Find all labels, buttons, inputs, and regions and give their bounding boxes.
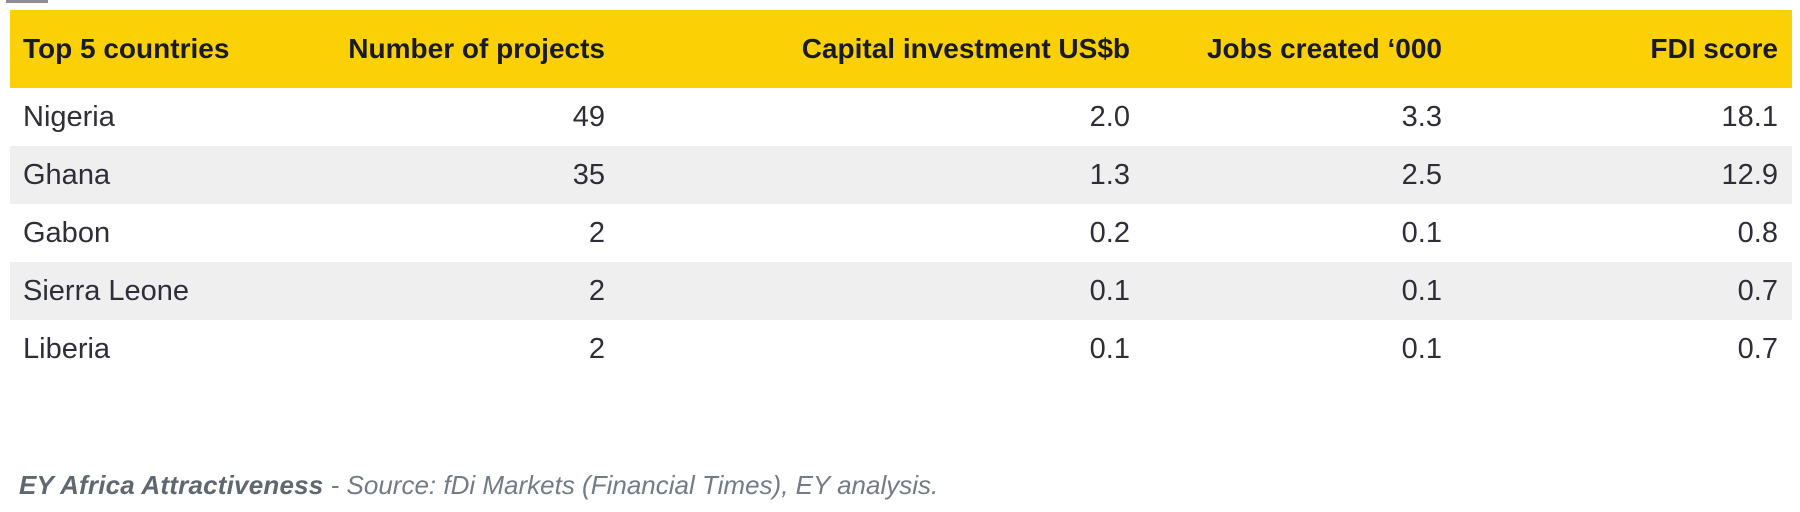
cell-fdi-score: 0.7 [1737,274,1778,307]
cell-fdi-score: 0.8 [1737,216,1778,249]
fdi-top5-countries-table: Top 5 countries Number of projects Capit… [10,10,1792,378]
source-note: EY Africa Attractiveness - Source: fDi M… [19,470,938,501]
cell-jobs-created: 0.1 [1401,216,1442,249]
cell-jobs-created: 0.1 [1401,332,1442,365]
fdi-table-container: Top 5 countries Number of projects Capit… [10,10,1792,378]
cell-number-of-projects: 2 [588,216,605,249]
cell-jobs-created: 0.1 [1401,274,1442,307]
cell-jobs-created: 3.3 [1401,100,1442,133]
cell-number-of-projects: 2 [588,274,605,307]
cell-number-of-projects: 35 [572,158,605,191]
table-row-nigeria: Nigeria 49 2.0 3.3 18.1 [10,88,1792,146]
source-note-text: - Source: fDi Markets (Financial Times),… [323,470,939,500]
cell-country: Sierra Leone [23,274,190,307]
cell-capital-investment: 0.1 [1089,274,1130,307]
source-note-title: EY Africa Attractiveness [19,470,324,500]
cell-capital-investment: 0.2 [1089,216,1130,249]
column-header-fdi-score: FDI score [1450,10,1792,88]
cell-jobs-created: 2.5 [1401,158,1442,191]
cell-number-of-projects: 49 [572,100,605,133]
column-header-countries: Top 5 countries [10,10,340,88]
cell-fdi-score: 0.7 [1737,332,1778,365]
cell-fdi-score: 12.9 [1721,158,1778,191]
cell-country: Ghana [23,158,111,191]
cell-capital-investment: 1.3 [1089,158,1130,191]
table-row-sierra-leone: Sierra Leone 2 0.1 0.1 0.7 [10,262,1792,320]
column-header-number-of-projects: Number of projects [340,10,610,88]
top-left-crop-artifact [6,0,48,3]
table-row-ghana: Ghana 35 1.3 2.5 12.9 [10,146,1792,204]
table-header-row: Top 5 countries Number of projects Capit… [10,10,1792,88]
table-row-gabon: Gabon 2 0.2 0.1 0.8 [10,204,1792,262]
cell-country: Liberia [23,332,111,365]
column-header-capital-investment: Capital investment US$b [610,10,1135,88]
cell-country: Gabon [23,216,111,249]
cell-capital-investment: 2.0 [1089,100,1130,133]
cell-capital-investment: 0.1 [1089,332,1130,365]
cell-country: Nigeria [23,100,115,133]
table-row-liberia: Liberia 2 0.1 0.1 0.7 [10,320,1792,378]
cell-fdi-score: 18.1 [1721,100,1778,133]
column-header-jobs-created: Jobs created ‘000 [1135,10,1450,88]
cell-number-of-projects: 2 [588,332,605,365]
